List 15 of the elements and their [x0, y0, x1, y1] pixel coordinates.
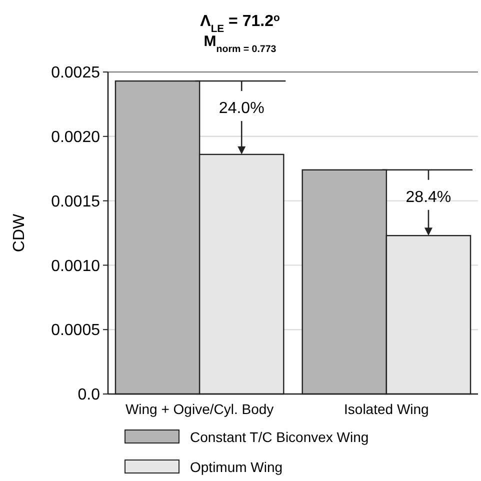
legend-label: Constant T/C Biconvex Wing — [190, 429, 369, 445]
chart-subtitle: M$_{norm = 0.773}$ — [204, 33, 277, 54]
y-tick-label: 0.0010 — [51, 258, 100, 275]
x-tick-label: Wing + Ogive/Cyl. Body — [125, 401, 274, 417]
chart-title: Λ$_{LE}$ = 71.2$^{o}$ — [200, 12, 280, 34]
y-axis-title: CDW — [11, 213, 28, 252]
annotation: 28.4% — [406, 188, 452, 206]
y-tick-label: 0.0015 — [51, 193, 100, 210]
y-tick-label: 0.0025 — [51, 64, 100, 82]
x-tick-label: Isolated Wing — [344, 401, 429, 417]
legend-label: Optimum Wing — [190, 459, 283, 475]
y-tick-label: 0.0020 — [51, 129, 100, 146]
annotation: 24.0% — [218, 100, 264, 118]
y-tick-label: 0.0005 — [51, 322, 100, 340]
y-tick-label: 0.0 — [78, 386, 100, 404]
